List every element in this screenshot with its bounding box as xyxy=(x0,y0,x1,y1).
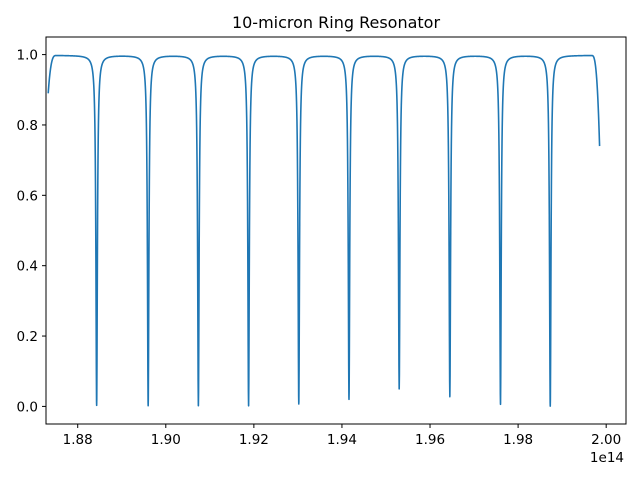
axes-frame xyxy=(45,36,627,425)
chart-title: 10-micron Ring Resonator xyxy=(232,13,441,32)
x-tick-label: 1.98 xyxy=(503,432,533,448)
y-tick-label: 0.6 xyxy=(17,188,38,204)
x-offset-label: 1e14 xyxy=(590,450,624,466)
x-tick-label: 1.88 xyxy=(63,432,93,448)
y-tick-label: 0.8 xyxy=(17,118,38,134)
x-tick-label: 1.92 xyxy=(239,432,269,448)
y-tick-label: 1.0 xyxy=(17,48,38,64)
x-tick-label: 2.00 xyxy=(591,432,621,448)
y-tick-label: 0.2 xyxy=(17,329,38,345)
x-tick-label: 1.90 xyxy=(151,432,181,448)
y-tick-label: 0.4 xyxy=(17,259,38,275)
x-tick-label: 1.96 xyxy=(415,432,445,448)
y-tick-label: 0.0 xyxy=(17,399,38,415)
series-line-0 xyxy=(47,54,601,407)
plot-area xyxy=(47,54,601,407)
x-tick-label: 1.94 xyxy=(327,432,357,448)
axes: 1.88 1.90 1.92 1.94 1.96 1.98 2.00 0.0 0.2 0.4 0.6… xyxy=(17,36,627,448)
